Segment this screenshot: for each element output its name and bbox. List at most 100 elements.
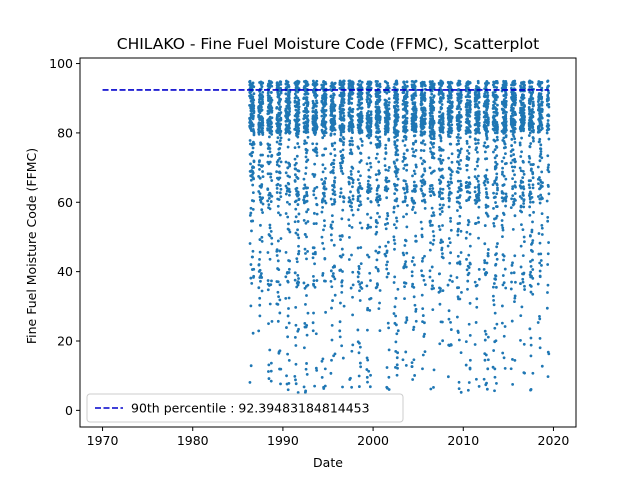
scatter-point — [392, 312, 396, 315]
scatter-point — [296, 90, 300, 94]
scatter-point — [268, 302, 272, 306]
scatter-point — [487, 99, 490, 103]
scatter-point — [393, 143, 397, 146]
scatter-point — [504, 152, 507, 156]
scatter-point — [249, 178, 253, 182]
scatter-point — [513, 294, 517, 298]
scatter-point — [403, 191, 407, 195]
scatter-point — [369, 134, 372, 138]
scatter-point — [402, 281, 406, 285]
scatter-point — [467, 102, 471, 106]
scatter-point — [477, 277, 481, 281]
scatter-point — [252, 111, 256, 115]
scatter-point — [314, 146, 318, 150]
scatter-point — [492, 105, 496, 109]
scatter-point — [252, 267, 256, 271]
scatter-point — [350, 205, 353, 209]
scatter-point — [492, 349, 496, 352]
scatter-point — [314, 115, 318, 118]
scatter-point — [492, 285, 495, 289]
scatter-point — [321, 198, 324, 202]
scatter-point — [339, 133, 343, 137]
scatter-point — [297, 252, 301, 256]
scatter-point — [528, 90, 532, 94]
scatter-point — [260, 276, 264, 279]
scatter-point — [509, 367, 513, 371]
scatter-point — [323, 129, 327, 133]
scatter-point — [522, 342, 526, 346]
scatter-point — [323, 257, 327, 260]
scatter-point — [502, 281, 506, 285]
scatter-point — [412, 328, 415, 332]
scatter-point — [288, 90, 292, 93]
scatter-point — [351, 194, 355, 198]
scatter-point — [449, 228, 453, 232]
scatter-point — [413, 201, 417, 205]
scatter-point — [324, 98, 327, 102]
scatter-point — [304, 96, 308, 99]
scatter-point — [248, 79, 252, 83]
scatter-point — [284, 123, 288, 127]
scatter-point — [284, 107, 288, 111]
scatter-point — [468, 125, 472, 128]
scatter-point — [294, 161, 298, 165]
scatter-point — [293, 200, 297, 204]
scatter-point — [312, 193, 316, 197]
scatter-point — [261, 196, 265, 200]
scatter-point — [521, 170, 525, 173]
scatter-point — [349, 169, 353, 173]
scatter-point — [537, 103, 541, 106]
scatter-point — [348, 139, 352, 143]
scatter-point — [320, 178, 324, 181]
scatter-point — [456, 171, 460, 174]
scatter-point — [338, 335, 342, 339]
scatter-point — [377, 203, 381, 207]
scatter-point — [293, 157, 297, 161]
scatter-point — [257, 105, 261, 108]
scatter-point — [459, 99, 463, 103]
scatter-point — [466, 279, 470, 283]
scatter-point — [539, 80, 543, 84]
scatter-point — [456, 160, 459, 164]
scatter-point — [295, 117, 299, 121]
scatter-point — [357, 351, 361, 355]
scatter-point — [257, 263, 261, 267]
scatter-point — [377, 169, 381, 173]
scatter-point — [277, 102, 281, 106]
scatter-point — [374, 156, 378, 160]
scatter-point — [447, 237, 451, 240]
scatter-point — [269, 172, 273, 176]
scatter-point — [384, 120, 387, 124]
scatter-point — [528, 213, 532, 217]
scatter-point — [459, 182, 463, 186]
scatter-point — [491, 115, 495, 119]
scatter-point — [277, 211, 280, 215]
scatter-point — [304, 303, 307, 306]
scatter-point — [320, 235, 324, 239]
scatter-point — [351, 313, 355, 317]
scatter-point — [314, 104, 318, 108]
scatter-point — [286, 279, 290, 283]
scatter-point — [385, 113, 388, 117]
scatter-point — [422, 106, 426, 110]
scatter-point — [475, 283, 479, 287]
scatter-point — [486, 204, 490, 208]
scatter-point — [351, 213, 355, 217]
scatter-point — [330, 238, 334, 242]
scatter-point — [339, 187, 343, 191]
scatter-point — [438, 272, 441, 276]
scatter-point — [501, 199, 505, 203]
scatter-point — [357, 374, 361, 378]
scatter-point — [404, 321, 408, 324]
scatter-point — [522, 160, 525, 164]
scatter-point — [257, 107, 261, 110]
scatter-point — [249, 119, 252, 123]
scatter-point — [358, 200, 362, 204]
scatter-point — [251, 175, 255, 179]
scatter-point — [528, 116, 532, 120]
scatter-point — [295, 193, 299, 196]
scatter-point — [266, 172, 270, 176]
scatter-point — [333, 147, 336, 151]
scatter-point — [464, 84, 468, 88]
scatter-point — [529, 200, 532, 204]
